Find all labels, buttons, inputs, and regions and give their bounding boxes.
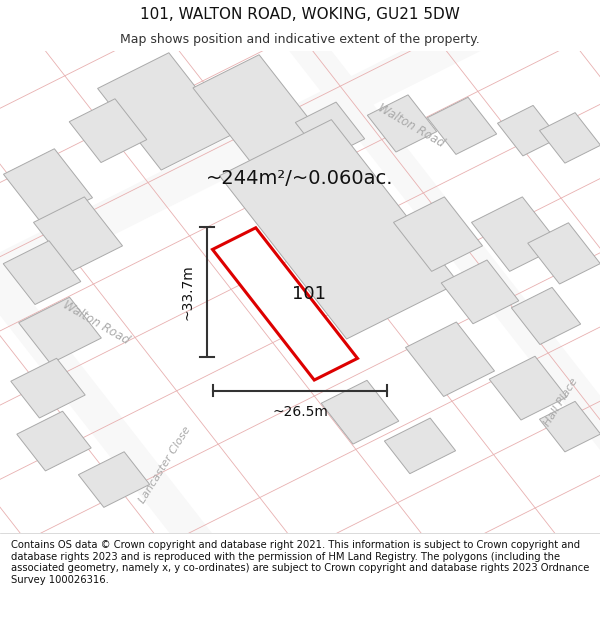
Polygon shape [427, 98, 497, 154]
Polygon shape [0, 0, 578, 625]
Text: Walton Road: Walton Road [376, 101, 446, 150]
Text: Lancaster Close: Lancaster Close [137, 425, 193, 505]
Text: Contains OS data © Crown copyright and database right 2021. This information is : Contains OS data © Crown copyright and d… [11, 540, 589, 585]
Text: Map shows position and indicative extent of the property.: Map shows position and indicative extent… [120, 34, 480, 46]
Polygon shape [528, 222, 600, 284]
Polygon shape [0, 0, 600, 566]
Polygon shape [17, 411, 91, 471]
Polygon shape [193, 55, 329, 178]
Polygon shape [472, 197, 560, 271]
Polygon shape [19, 298, 101, 364]
Polygon shape [385, 418, 455, 474]
Polygon shape [489, 356, 567, 420]
Text: ~26.5m: ~26.5m [272, 405, 328, 419]
Polygon shape [79, 452, 149, 508]
Polygon shape [3, 241, 81, 304]
Polygon shape [34, 197, 122, 271]
Text: ~244m²/~0.060ac.: ~244m²/~0.060ac. [206, 169, 394, 188]
Text: 101, WALTON ROAD, WOKING, GU21 5DW: 101, WALTON ROAD, WOKING, GU21 5DW [140, 7, 460, 22]
Polygon shape [539, 401, 600, 452]
Polygon shape [441, 260, 519, 324]
Text: ~33.7m: ~33.7m [181, 264, 195, 320]
Polygon shape [367, 95, 437, 152]
Polygon shape [295, 102, 365, 159]
Polygon shape [539, 112, 600, 163]
Polygon shape [497, 106, 559, 156]
Polygon shape [212, 228, 358, 380]
Text: 101: 101 [292, 285, 326, 303]
Polygon shape [220, 119, 458, 339]
Polygon shape [394, 197, 482, 271]
Polygon shape [511, 288, 581, 344]
Polygon shape [406, 322, 494, 396]
Polygon shape [69, 99, 147, 162]
Polygon shape [98, 52, 232, 170]
Polygon shape [4, 149, 92, 223]
Text: Walton Road: Walton Road [61, 299, 131, 348]
Text: Hall Place: Hall Place [542, 377, 580, 428]
Polygon shape [11, 358, 85, 418]
Polygon shape [321, 380, 399, 444]
